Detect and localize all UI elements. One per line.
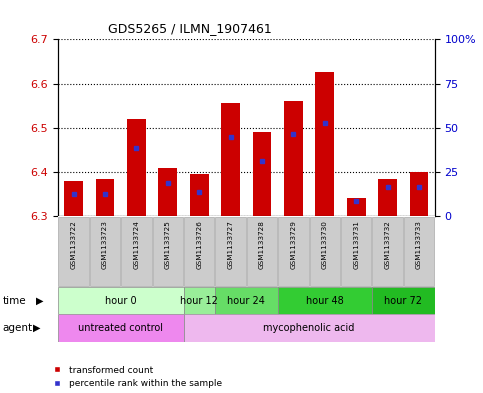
Text: GSM1133723: GSM1133723 [102,220,108,268]
Bar [215,287,278,314]
Text: hour 0: hour 0 [105,296,137,306]
Bar [121,217,152,286]
Text: hour 24: hour 24 [227,296,265,306]
Text: agent: agent [2,323,32,333]
Text: GSM1133727: GSM1133727 [227,220,234,268]
Text: GSM1133724: GSM1133724 [133,220,140,268]
Text: GSM1133732: GSM1133732 [384,220,391,268]
Text: ▶: ▶ [33,323,41,333]
Bar [184,287,215,314]
Bar [153,217,183,286]
Bar [278,287,372,314]
Bar [410,172,428,216]
Bar [378,178,397,216]
Text: hour 12: hour 12 [180,296,218,306]
Bar [215,217,246,286]
Bar [58,287,184,314]
Bar [404,217,434,286]
Bar [127,119,146,216]
Text: GSM1133728: GSM1133728 [259,220,265,268]
Text: time: time [2,296,26,306]
Text: GDS5265 / ILMN_1907461: GDS5265 / ILMN_1907461 [108,22,272,35]
Text: GSM1133730: GSM1133730 [322,220,328,268]
Bar [284,101,303,216]
Text: GSM1133733: GSM1133733 [416,220,422,268]
Text: hour 48: hour 48 [306,296,344,306]
Bar [372,217,403,286]
Bar [58,217,89,286]
Text: GSM1133722: GSM1133722 [71,220,77,268]
Text: GSM1133731: GSM1133731 [353,220,359,268]
Bar [247,217,277,286]
Text: untreated control: untreated control [78,323,163,333]
Bar [58,314,184,342]
Bar [184,314,435,342]
Text: hour 72: hour 72 [384,296,422,306]
Text: GSM1133729: GSM1133729 [290,220,297,268]
Text: GSM1133725: GSM1133725 [165,220,171,268]
Bar [184,217,214,286]
Bar [253,132,271,216]
Bar [341,217,371,286]
Bar [190,174,209,216]
Bar [64,181,83,216]
Bar [372,287,435,314]
Bar [90,217,120,286]
Text: mycophenolic acid: mycophenolic acid [263,323,355,333]
Bar [310,217,340,286]
Text: GSM1133726: GSM1133726 [196,220,202,268]
Legend: transformed count, percentile rank within the sample: transformed count, percentile rank withi… [53,366,222,389]
Bar [158,167,177,216]
Bar [315,72,334,216]
Text: ▶: ▶ [36,296,44,306]
Bar [347,198,366,216]
Bar [96,178,114,216]
Bar [278,217,309,286]
Bar [221,103,240,216]
